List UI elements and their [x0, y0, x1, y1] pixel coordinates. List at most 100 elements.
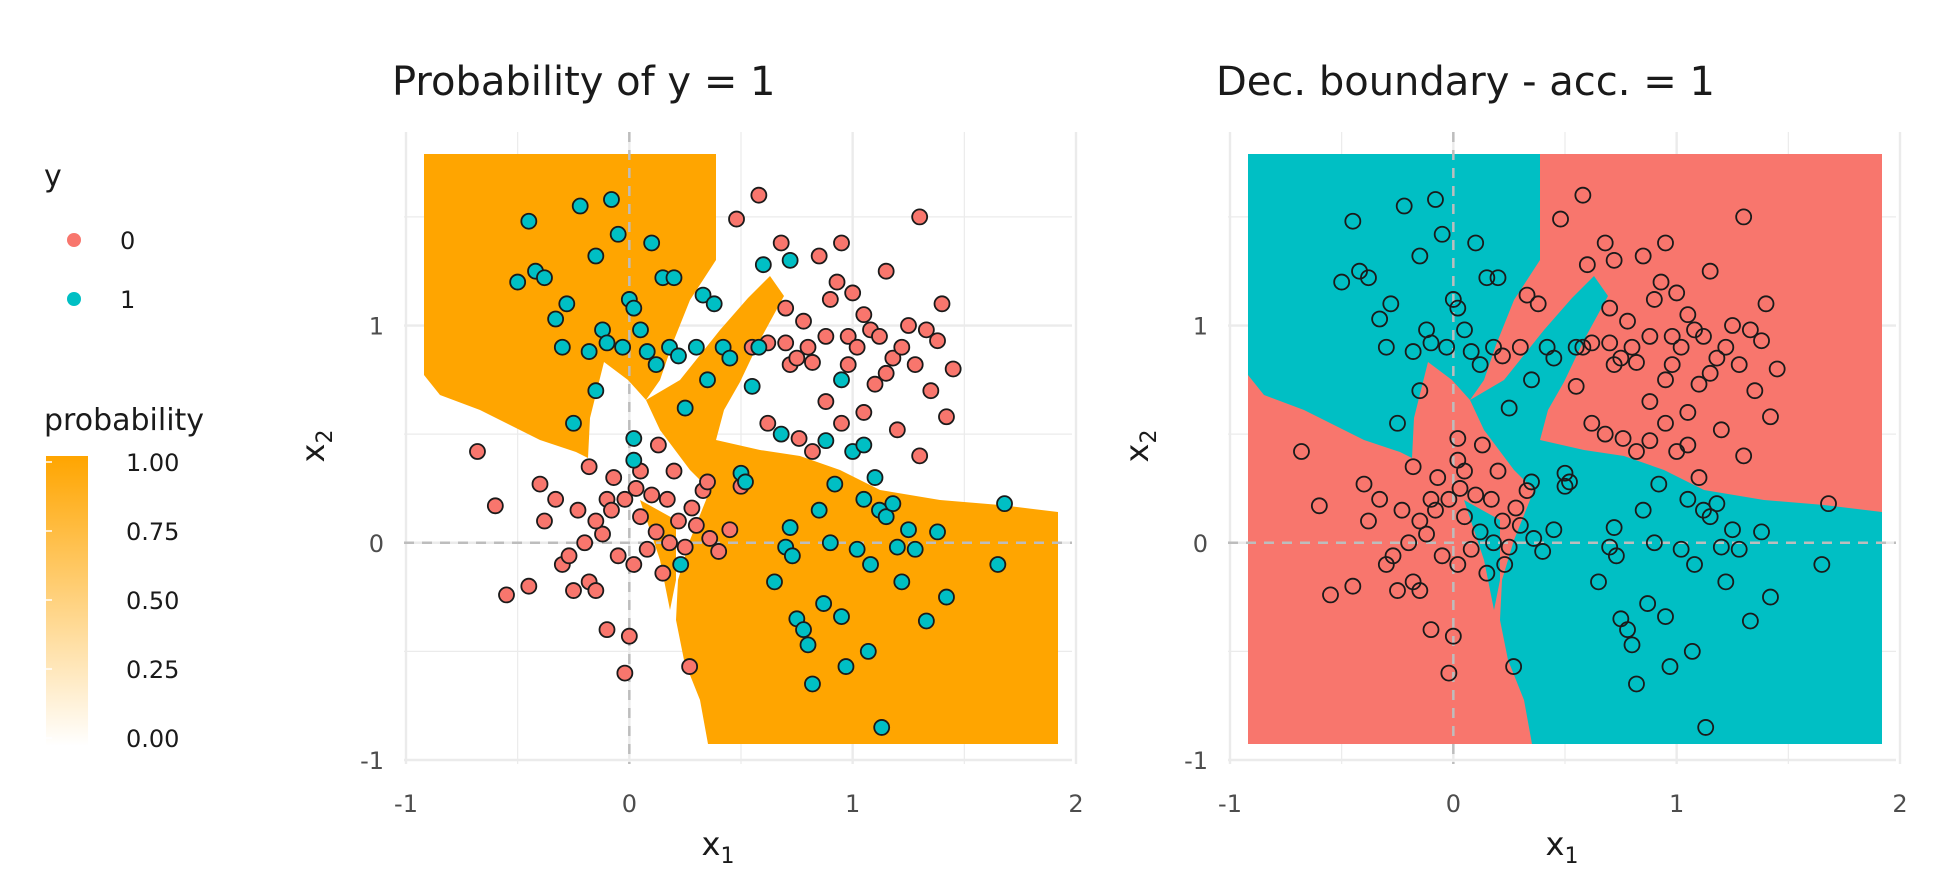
data-point-class-1 [1741, 612, 1759, 630]
data-point-class-1 [1433, 225, 1451, 243]
data-point-class-0 [531, 475, 549, 493]
data-point-class-1 [580, 343, 598, 360]
data-point-class-0 [1601, 334, 1619, 352]
data-point-class-1 [1377, 338, 1395, 356]
data-point-class-1 [826, 475, 844, 493]
x-tick-label: 2 [1892, 790, 1907, 818]
data-point-class-0 [1534, 543, 1552, 560]
data-point-class-0 [1583, 414, 1601, 432]
panel-probability: Probability of y = 1 -1 0 1 2 -1 0 1 x1 x2 [294, 59, 1084, 869]
data-point-class-0 [1467, 486, 1485, 504]
data-point-class-0 [1746, 382, 1764, 400]
data-point-class-1 [1578, 256, 1596, 274]
panel-decision-boundary: Dec. boundary - acc. = 1 -1 0 1 2 -1 0 1 x1 x2 [1118, 59, 1908, 869]
colorbar-label-1-00: 1.00 [126, 449, 179, 477]
data-point-class-1 [1500, 399, 1518, 417]
x-tick-label: 0 [1446, 790, 1461, 818]
data-point-class-1 [900, 521, 917, 539]
data-point-class-1 [837, 658, 855, 675]
data-point-class-1 [1639, 595, 1657, 612]
data-point-class-1 [1462, 343, 1480, 360]
data-point-class-0 [1293, 443, 1310, 460]
data-point-class-0 [1556, 477, 1574, 495]
data-point-class-0 [933, 295, 951, 313]
data-point-class-1 [676, 399, 694, 417]
data-point-class-1 [670, 347, 687, 365]
data-point-class-1 [866, 469, 884, 486]
data-point-class-1 [1395, 197, 1413, 215]
data-point-class-1 [848, 540, 866, 558]
panel-probability-ticks: -1 0 1 2 -1 0 1 [360, 313, 1084, 818]
x-tick-label: 2 [1068, 790, 1083, 818]
data-point-class-0 [1701, 262, 1719, 280]
data-point-class-0 [1523, 473, 1540, 491]
data-point-class-1 [877, 508, 895, 526]
data-point-class-0 [658, 490, 676, 508]
y-tick-label: -1 [1184, 747, 1208, 775]
data-point-class-1 [1360, 269, 1377, 287]
data-point-class-0 [888, 421, 906, 439]
data-point-class-0 [1427, 501, 1444, 519]
data-point-class-0 [1494, 512, 1511, 530]
data-point-class-0 [683, 499, 701, 517]
data-point-class-0 [871, 327, 888, 345]
region-class-1-lower-right [1484, 430, 1882, 744]
data-point-class-0 [547, 490, 565, 508]
data-point-class-1 [821, 534, 839, 552]
data-point-class-0 [839, 356, 857, 374]
data-point-class-0 [772, 234, 790, 252]
data-point-class-1 [906, 540, 924, 558]
data-point-class-1 [938, 588, 955, 606]
data-point-class-1 [781, 251, 799, 269]
data-point-class-0 [1708, 349, 1726, 367]
data-point-class-1 [625, 451, 643, 469]
data-point-class-1 [893, 573, 911, 591]
data-point-class-1 [1708, 495, 1726, 513]
data-point-class-0 [1735, 208, 1753, 226]
data-point-class-0 [1657, 414, 1674, 432]
data-point-class-0 [1422, 490, 1440, 508]
y-tick-label: 0 [1193, 530, 1208, 558]
data-point-class-0 [877, 262, 895, 280]
data-point-class-0 [676, 538, 694, 556]
panel-probability-x-axis-label: x1 [702, 825, 735, 869]
data-point-class-0 [1724, 317, 1741, 334]
data-point-class-0 [804, 354, 821, 371]
data-point-class-0 [1668, 284, 1686, 302]
data-point-class-0 [1505, 658, 1523, 675]
data-point-class-0 [1500, 538, 1518, 556]
data-point-class-1 [1444, 291, 1462, 308]
data-point-class-1 [638, 343, 656, 360]
data-point-class-0 [1701, 364, 1719, 382]
data-point-class-0 [598, 621, 616, 639]
data-point-class-1 [929, 523, 946, 541]
data-point-class-1 [609, 225, 627, 243]
data-point-class-0 [1471, 523, 1489, 541]
data-point-class-1 [1762, 588, 1779, 606]
probability-colorbar [46, 456, 88, 746]
data-point-class-1 [1724, 521, 1741, 539]
data-point-class-1 [855, 436, 873, 454]
data-point-class-0 [1444, 627, 1462, 645]
data-point-class-0 [777, 299, 795, 317]
data-point-class-1 [1567, 377, 1585, 395]
data-point-class-1 [536, 269, 553, 287]
data-point-class-0 [1657, 234, 1674, 252]
data-point-class-0 [594, 525, 611, 543]
data-point-class-1 [672, 556, 690, 573]
panel-decision-boundary-ticks: -1 0 1 2 -1 0 1 [1184, 313, 1908, 818]
data-point-class-0 [1757, 295, 1775, 313]
data-point-class-1 [587, 247, 605, 265]
data-point-class-1 [1657, 608, 1674, 626]
data-point-class-1 [859, 642, 877, 660]
data-point-class-1 [587, 382, 605, 400]
data-point-class-0 [1411, 582, 1429, 599]
data-point-class-1 [721, 349, 739, 367]
data-point-class-1 [1753, 523, 1770, 541]
data-point-class-0 [795, 312, 812, 330]
y-tick-label: 1 [369, 313, 384, 341]
data-point-class-0 [1735, 447, 1753, 465]
data-point-class-0 [580, 458, 598, 476]
